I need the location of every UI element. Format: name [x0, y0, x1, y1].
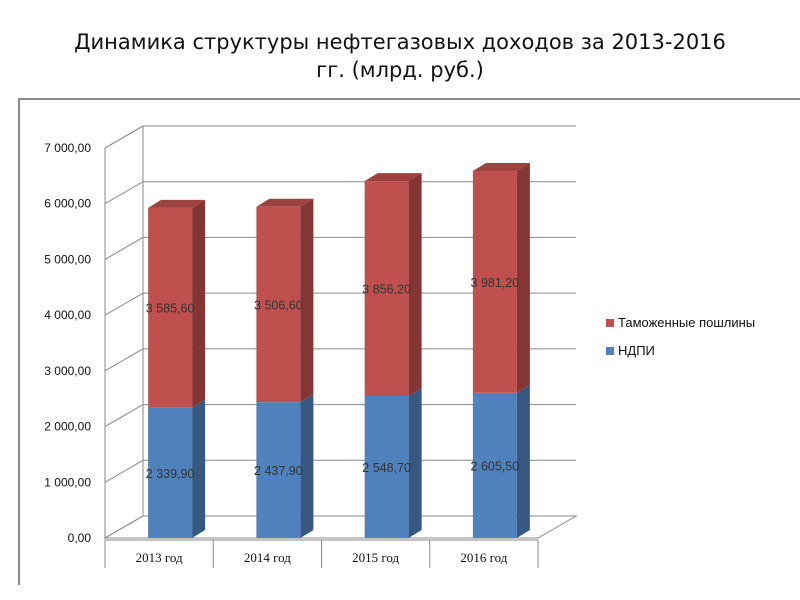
chart-frame [18, 98, 800, 585]
bar-0-1-front [256, 402, 301, 538]
data-labels: 2 339,90 3 585,60 2 437,90 3 506,60 2 548,70… [146, 276, 519, 481]
legend-swatch [606, 347, 614, 355]
bar-0-1-side [300, 394, 314, 538]
bar-0-2-side [408, 388, 422, 538]
y-tick-label: 4 000,00 [44, 308, 91, 322]
gridline-side [104, 404, 144, 428]
x-tick-label: 2013 год [136, 550, 183, 565]
data-label: 2 437,90 [254, 464, 303, 478]
gridline-side [104, 236, 144, 260]
gridline-side [104, 459, 144, 483]
bar-1-0-side [192, 199, 206, 408]
bar-1-2-side [408, 173, 422, 397]
bar-1-3-side [516, 163, 530, 393]
bar-1-2-front [364, 181, 409, 397]
y-tick-label: 2 000,00 [44, 420, 91, 434]
chart-title-line-1: Динамика структуры нефтегазовых доходов … [74, 30, 726, 54]
legend-label: Таможенные пошлины [618, 315, 755, 330]
data-label: 3 856,20 [362, 283, 411, 297]
y-axis-ticks: 0,00 1 000,00 2 000,00 3 000,00 4 000,00 5 00… [44, 141, 91, 545]
bar-1-2-top [364, 173, 422, 182]
bar-1-1-top [256, 198, 314, 207]
gridline-side [104, 181, 144, 205]
y-tick-label: 5 000,00 [44, 252, 91, 266]
y-tick-label: 7 000,00 [44, 141, 91, 155]
data-label: 3 981,20 [471, 276, 520, 290]
chart-title: Динамика структуры нефтегазовых доходов … [0, 28, 800, 84]
legend: Таможенные пошлины НДПИ [606, 315, 755, 358]
y-tick-label: 1 000,00 [44, 475, 91, 489]
gridline-side [104, 348, 144, 372]
legend-swatch [606, 319, 614, 327]
bar-1-0-front [148, 207, 193, 408]
bar-0-2-front [364, 396, 409, 538]
gridline-side [104, 125, 144, 149]
data-label: 2 605,50 [471, 459, 520, 473]
bars [148, 163, 530, 538]
x-tick-label: 2014 год [244, 550, 291, 565]
bar-1-3-front [472, 171, 517, 393]
data-label: 2 339,90 [146, 467, 195, 481]
data-label: 3 506,60 [254, 298, 303, 312]
bar-0-3-front [472, 392, 517, 538]
y-tick-label: 6 000,00 [44, 197, 91, 211]
bar-1-1-side [300, 198, 314, 403]
y-tick-label: 3 000,00 [44, 364, 91, 378]
bar-1-3-top [472, 163, 530, 172]
x-tick-label: 2016 год [460, 550, 507, 565]
gridline-side [104, 292, 144, 316]
x-tick-label: 2015 год [352, 550, 399, 565]
side-wall [104, 125, 144, 539]
x-axis-ticks: 2013 год 2014 год 2015 год 2016 год [104, 539, 539, 568]
bar-1-0-top [148, 199, 206, 208]
bar-1-1-front [256, 206, 301, 403]
bar-0-0-side [192, 399, 206, 538]
chart-title-line-2: гг. (млрд. руб.) [316, 58, 484, 82]
bar-0-0-front [148, 407, 193, 538]
y-tick-label: 0,00 [68, 531, 92, 545]
gridline-side [104, 515, 144, 539]
data-label: 2 548,70 [362, 461, 411, 475]
data-label: 3 585,60 [146, 302, 195, 316]
bar-0-3-side [516, 384, 530, 538]
legend-label: НДПИ [618, 343, 655, 358]
